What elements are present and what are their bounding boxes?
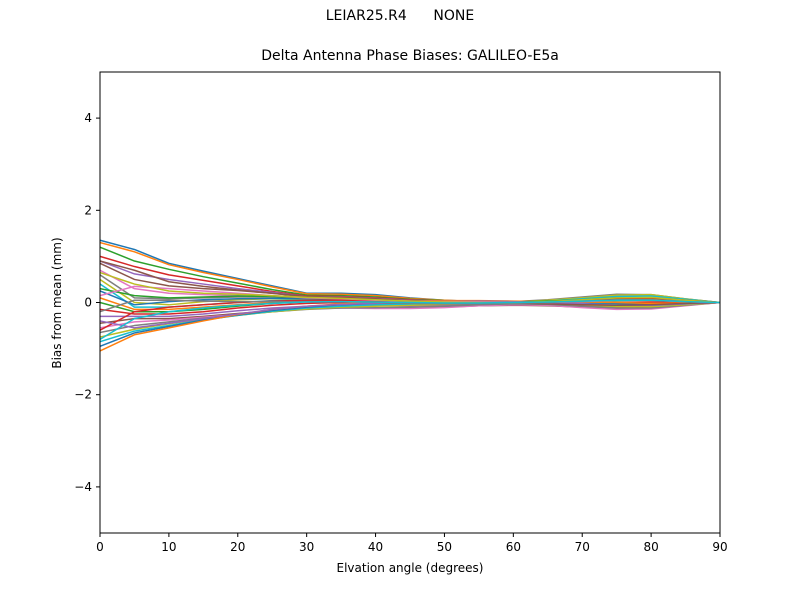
series-line-30 <box>99 299 721 341</box>
y-tick-label: 2 <box>84 203 92 217</box>
x-tick-label: 80 <box>643 540 658 554</box>
x-tick-label: 70 <box>575 540 590 554</box>
y-tick-label: 0 <box>84 296 92 310</box>
x-tick-label: 40 <box>368 540 383 554</box>
x-tick-label: 20 <box>230 540 245 554</box>
chart-title: Delta Antenna Phase Biases: GALILEO-E5a <box>261 48 559 64</box>
x-tick-label: 90 <box>712 540 727 554</box>
x-tick-label: 60 <box>506 540 521 554</box>
y-tick-label: −4 <box>74 480 92 494</box>
figure-suptitle: LEIAR25.R4 NONE <box>325 8 475 24</box>
y-tick-label: −2 <box>74 388 92 402</box>
x-ticks: 0 10 20 30 40 50 60 70 80 90 <box>96 533 728 554</box>
x-tick-label: 0 <box>96 540 104 554</box>
series-line-17 <box>99 301 721 329</box>
series-layer <box>99 239 721 352</box>
y-tick-label: 4 <box>84 111 92 125</box>
x-tick-label: 10 <box>161 540 176 554</box>
x-axis-label: Elvation angle (degrees) <box>336 561 484 575</box>
series-line-29 <box>99 271 721 304</box>
y-ticks: −4 −2 0 2 4 <box>74 111 100 494</box>
x-tick-label: 50 <box>437 540 452 554</box>
x-tick-label: 30 <box>299 540 314 554</box>
